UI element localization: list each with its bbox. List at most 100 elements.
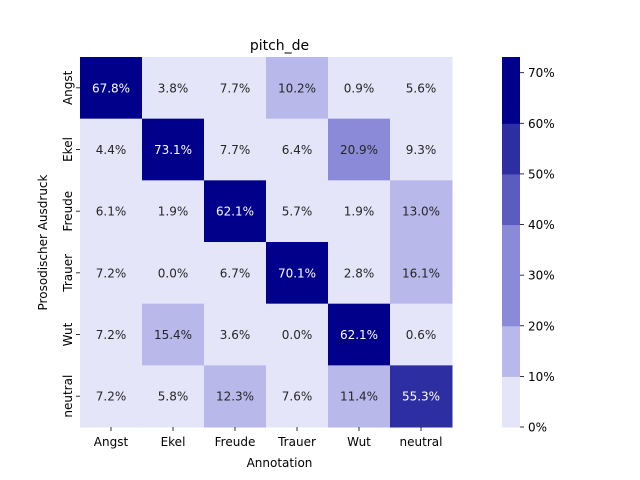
colorbar-segment [502,123,520,175]
heatmap-cell [80,57,143,120]
x-tick-label: Trauer [277,435,316,449]
heatmap-cell [80,365,143,428]
cell-value-label: 3.6% [220,328,251,342]
y-tick-label: Angst [61,70,75,105]
heatmap-cell-labels: 67.8% 3.8% 7.7% 10.2% 0.9% 5.6% 4.4% 73.1% 7.7% 6… [92,81,440,403]
heatmap-cell [142,303,205,366]
heatmap-cell [80,242,143,305]
heatmap-cell [204,118,267,181]
colorbar-tick-label: 60% [528,117,555,131]
x-tick-label: Freude [215,435,256,449]
cell-value-label: 5.8% [158,390,189,404]
cell-value-label: 7.7% [220,81,251,95]
x-tick-label: Angst [94,435,129,449]
cell-value-label: 7.2% [96,266,127,280]
heatmap-cell [266,303,329,366]
heatmap-cell [204,180,267,243]
heatmap-cell [390,242,453,305]
x-tick-label: Ekel [161,435,186,449]
colorbar-segment [502,224,520,276]
heatmap-cell [80,303,143,366]
heatmap-cell [390,57,453,120]
y-tick-label: Trauer [61,254,75,293]
heatmap-cell [142,365,205,428]
cell-value-label: 3.8% [158,81,189,95]
colorbar-segment [502,376,520,428]
colorbar-tick-label: 40% [528,218,555,232]
colorbar-segment [502,325,520,377]
heatmap-cell [204,242,267,305]
cell-value-label: 13.0% [402,205,440,219]
cell-value-label: 1.9% [158,205,189,219]
colorbar-tick-label: 50% [528,167,555,181]
cell-value-label: 2.8% [344,266,375,280]
heatmap-cell [266,365,329,428]
heatmap-cell [80,118,143,181]
heatmap-cell [266,57,329,120]
y-tick-label: neutral [61,375,75,418]
cell-value-label: 0.0% [282,328,313,342]
heatmap-cell [390,180,453,243]
heatmap-cell [142,118,205,181]
cell-value-label: 1.9% [344,205,375,219]
cell-value-label: 55.3% [402,390,440,404]
cell-value-label: 70.1% [278,266,316,280]
colorbar-tick-label: 0% [528,421,547,435]
heatmap-cell [204,303,267,366]
cell-value-label: 7.2% [96,390,127,404]
heatmap-cell [390,118,453,181]
heatmap-cell [204,365,267,428]
x-tick-label: neutral [400,435,443,449]
cell-value-label: 10.2% [278,81,316,95]
y-tick-label: Wut [61,322,75,346]
colorbar-tick-label: 30% [528,269,555,283]
cell-value-label: 20.9% [340,143,378,157]
cell-value-label: 6.4% [282,143,313,157]
cell-value-label: 6.1% [96,205,127,219]
heatmap-cell [80,180,143,243]
colorbar-tick-label: 70% [528,66,555,80]
cell-value-label: 7.6% [282,390,313,404]
colorbar-tick-label: 20% [528,319,555,333]
colorbar-tick-label: 10% [528,370,555,384]
cell-value-label: 6.7% [220,266,251,280]
x-axis: Angst Ekel Freude Trauer Wut neutral [94,427,443,449]
cell-value-label: 4.4% [96,143,127,157]
heatmap-cell [204,57,267,120]
heatmap-cell [328,57,391,120]
colorbar-segment [502,173,520,226]
heatmap-cell [266,180,329,243]
colorbar: 0% 10% 20% 30% 40% 50% 60% 70% [502,57,555,435]
x-tick-label: Wut [347,435,371,449]
cell-value-label: 7.7% [220,143,251,157]
cell-value-label: 0.0% [158,266,189,280]
heatmap-cells [80,57,453,428]
cell-value-label: 15.4% [154,328,192,342]
cell-value-label: 5.7% [282,205,313,219]
heatmap-cell [328,303,391,366]
heatmap-cell [266,118,329,181]
cell-value-label: 73.1% [154,143,192,157]
cell-value-label: 67.8% [92,81,130,95]
heatmap-cell [142,180,205,243]
heatmap-cell [390,303,453,366]
cell-value-label: 11.4% [340,390,378,404]
heatmap-cell [390,365,453,428]
y-tick-label: Freude [61,191,75,232]
colorbar-segment [502,57,520,124]
heatmap-cell [328,180,391,243]
colorbar-segment [502,275,520,327]
cell-value-label: 5.6% [406,81,437,95]
cell-value-label: 9.3% [406,143,437,157]
chart-title: pitch_de [250,38,309,54]
cell-value-label: 62.1% [216,205,254,219]
y-tick-label: Ekel [61,137,75,162]
cell-value-label: 0.9% [344,81,375,95]
heatmap-cell [266,242,329,305]
x-axis-label: Annotation [247,456,313,470]
heatmap-cell [328,118,391,181]
cell-value-label: 16.1% [402,266,440,280]
y-axis-label: Prosodischer Ausdruck [36,174,50,310]
heatmap-cell [328,242,391,305]
